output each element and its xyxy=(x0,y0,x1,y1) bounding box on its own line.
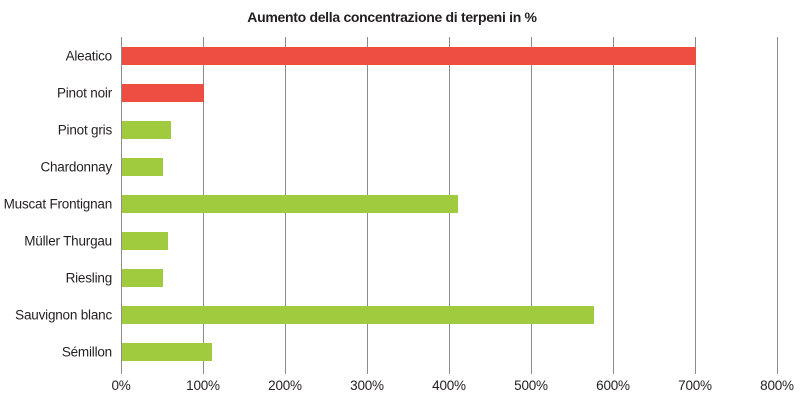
gridline xyxy=(531,37,532,374)
bar xyxy=(122,268,163,287)
bar xyxy=(122,305,594,324)
category-label: Sauvignon blanc xyxy=(15,307,112,322)
category-label: Pinot gris xyxy=(57,122,112,137)
plot-area: Aleatico Pinot noir Pinot gris Chardonnay Mu… xyxy=(4,37,794,393)
category-label: Chardonnay xyxy=(40,159,112,174)
bar xyxy=(122,83,204,102)
bar xyxy=(122,46,696,65)
category-label: Pinot noir xyxy=(56,85,112,100)
x-axis-tick-label: 800% xyxy=(760,378,794,393)
gridline xyxy=(777,37,778,374)
category-label: Aleatico xyxy=(65,48,113,63)
chart-title: Aumento della concentrazione di terpeni … xyxy=(247,9,537,25)
bar-row: Sémillon xyxy=(62,333,777,370)
bar-rows: Aleatico Pinot noir Pinot gris Chardonnay Mu… xyxy=(4,37,777,370)
x-axis-tick-label: 300% xyxy=(350,378,384,393)
category-label: Riesling xyxy=(65,270,113,285)
bar-row: Müller Thurgau xyxy=(24,222,777,259)
bar-row: Riesling xyxy=(66,259,777,296)
bar xyxy=(122,194,459,213)
gridline xyxy=(695,37,696,374)
category-label: Muscat Frontignan xyxy=(3,196,113,211)
x-axis-tick-label: 500% xyxy=(514,378,548,393)
bar xyxy=(122,342,213,361)
x-axis-tick-label: 700% xyxy=(678,378,712,393)
bar-row: Pinot gris xyxy=(58,111,777,148)
bar xyxy=(122,231,168,250)
bar-row: Chardonnay xyxy=(40,148,777,185)
x-axis-tick-label: 0% xyxy=(111,378,131,393)
category-label: Müller Thurgau xyxy=(24,233,112,248)
bar xyxy=(122,157,163,176)
x-axis-tick-label: 600% xyxy=(596,378,630,393)
bar-row: Pinot noir xyxy=(57,74,777,111)
bar-row: Sauvignon blanc xyxy=(15,296,777,333)
gridline xyxy=(613,37,614,374)
category-label: Sémillon xyxy=(61,344,112,359)
x-axis-tick-label: 400% xyxy=(432,378,466,393)
x-axis-tick-label: 200% xyxy=(268,378,302,393)
bar xyxy=(122,120,172,139)
bar-row: Muscat Frontignan xyxy=(4,185,777,222)
x-axis-tick-label: 100% xyxy=(186,378,220,393)
bar-row: Aleatico xyxy=(66,37,777,74)
gridline xyxy=(121,37,122,374)
